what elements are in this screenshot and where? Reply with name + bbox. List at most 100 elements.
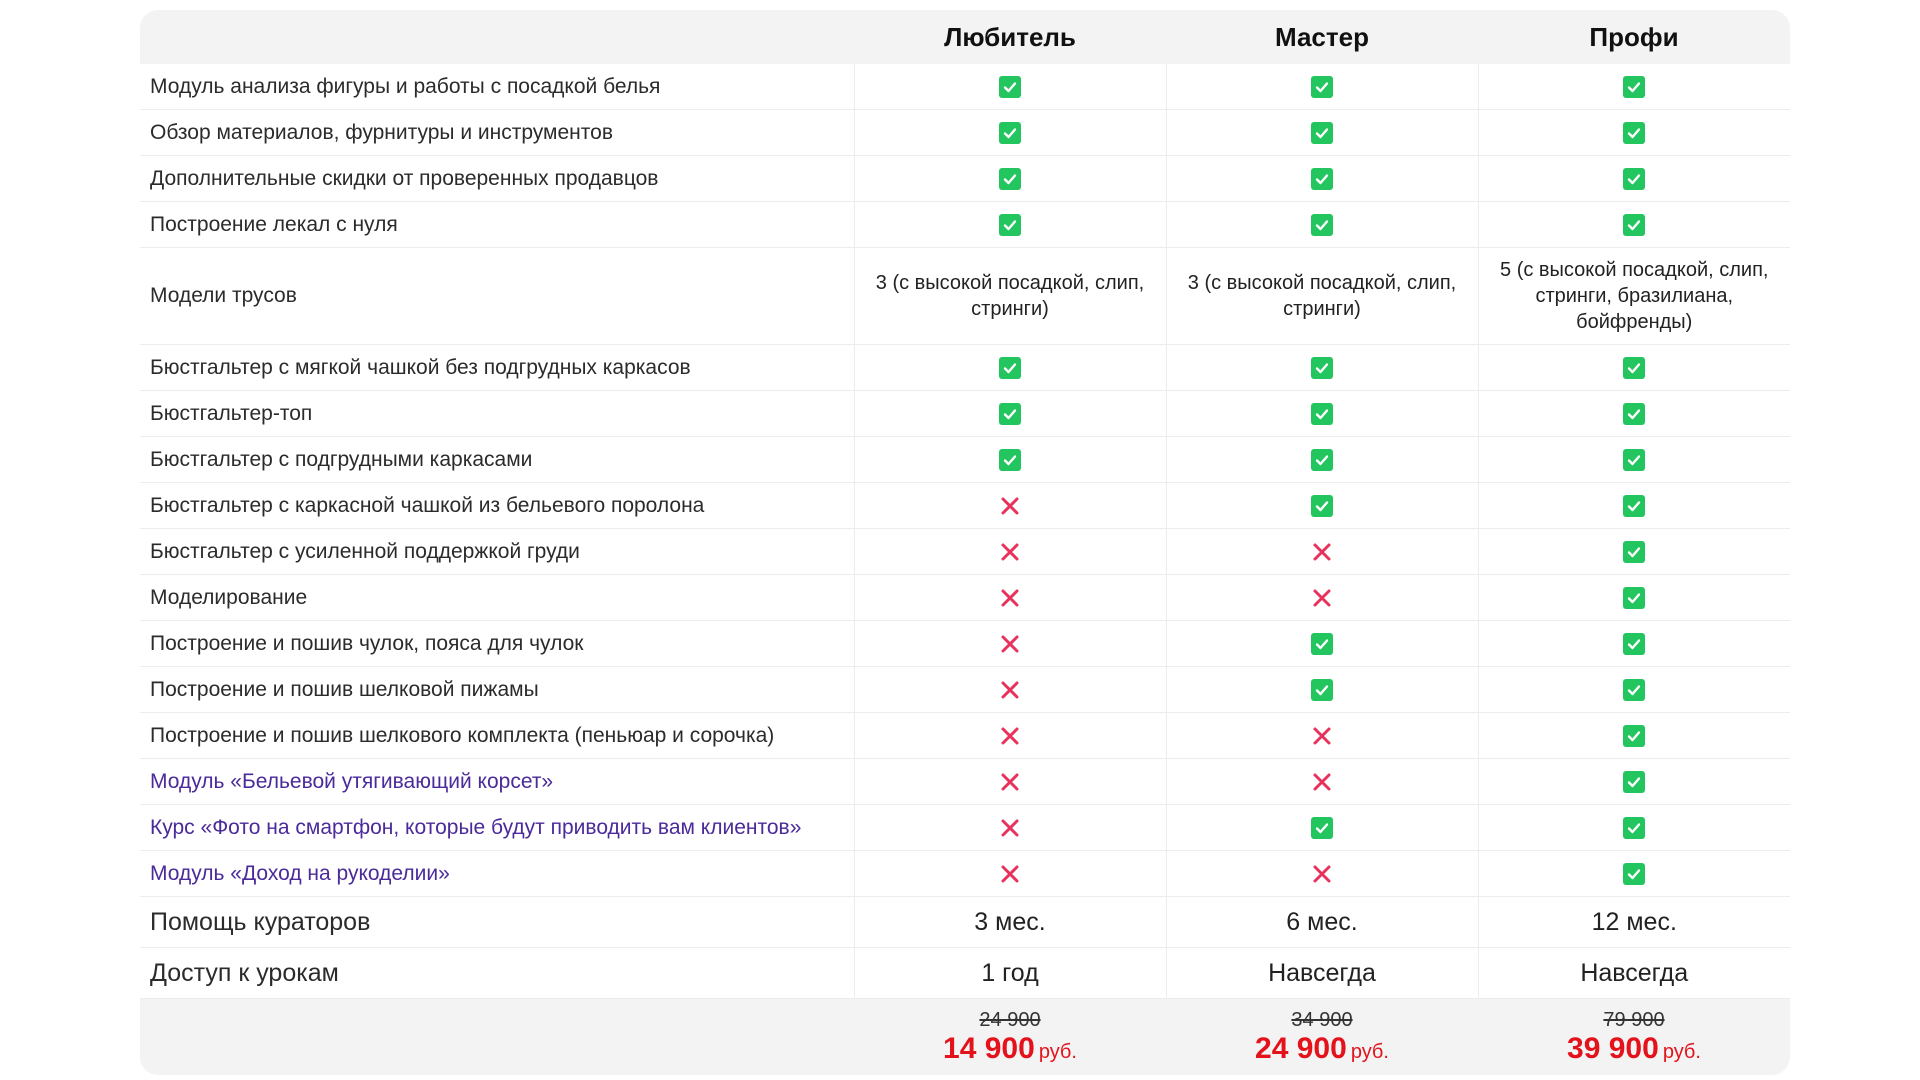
cross-icon bbox=[999, 633, 1021, 655]
cell-pro bbox=[1477, 436, 1790, 483]
check-icon bbox=[1311, 816, 1333, 839]
feature-link[interactable]: Модуль «Доход на рукоделии» bbox=[140, 850, 854, 897]
cell-master bbox=[1165, 850, 1478, 897]
current-price: 24 900 bbox=[1255, 1031, 1347, 1065]
cell-value-amateur: 3 (с высокой посадкой, слип, стринги) bbox=[853, 247, 1166, 345]
feature-label: Бюстгальтер с усиленной поддержкой груди bbox=[140, 528, 854, 575]
cross-icon bbox=[1311, 587, 1333, 609]
feature-label: Построение лекал с нуля bbox=[140, 201, 854, 248]
check-icon bbox=[999, 448, 1021, 471]
cell-pro bbox=[1477, 482, 1790, 529]
plan-header-amateur: Любитель bbox=[854, 10, 1166, 64]
check-icon bbox=[999, 121, 1021, 144]
cell-amateur bbox=[853, 804, 1166, 851]
feature-label: Модели трусов bbox=[140, 247, 854, 345]
cell-amateur bbox=[853, 344, 1166, 391]
table-row: Обзор материалов, фурнитуры и инструмент… bbox=[140, 109, 1790, 156]
old-price: 79 900 bbox=[1603, 1008, 1665, 1031]
cross-icon bbox=[999, 863, 1021, 885]
table-row: Помощь кураторов 3 мес. 6 мес. 12 мес. bbox=[140, 896, 1790, 948]
cell-master bbox=[1165, 574, 1478, 621]
check-icon bbox=[999, 75, 1021, 98]
feature-label: Дополнительные скидки от проверенных про… bbox=[140, 155, 854, 202]
check-icon bbox=[1623, 540, 1646, 563]
feature-link[interactable]: Модуль «Бельевой утягивающий корсет» bbox=[140, 758, 854, 805]
check-icon bbox=[1311, 632, 1333, 655]
cell-master bbox=[1165, 712, 1478, 759]
check-icon bbox=[1623, 770, 1646, 793]
feature-link[interactable]: Курс «Фото на смартфон, которые будут пр… bbox=[140, 804, 854, 851]
table-row: Бюстгальтер с подгрудными каркасами bbox=[140, 436, 1790, 483]
check-icon bbox=[999, 167, 1021, 190]
check-icon bbox=[1623, 448, 1646, 471]
check-icon bbox=[1311, 167, 1333, 190]
cell-amateur bbox=[853, 712, 1166, 759]
check-icon bbox=[1623, 816, 1646, 839]
check-icon bbox=[1623, 213, 1646, 236]
cell-master bbox=[1165, 666, 1478, 713]
cell-amateur bbox=[853, 64, 1166, 110]
check-icon bbox=[1311, 678, 1333, 701]
check-icon bbox=[1623, 862, 1646, 885]
check-icon bbox=[1623, 632, 1646, 655]
cell-master bbox=[1165, 344, 1478, 391]
cross-icon bbox=[999, 725, 1021, 747]
current-price: 39 900 bbox=[1567, 1031, 1659, 1065]
cross-icon bbox=[1311, 541, 1333, 563]
table-row: Бюстгальтер-топ bbox=[140, 390, 1790, 437]
feature-label: Построение и пошив чулок, пояса для чуло… bbox=[140, 620, 854, 667]
cell-pro bbox=[1477, 528, 1790, 575]
cell-pro bbox=[1477, 850, 1790, 897]
check-icon bbox=[1623, 75, 1646, 98]
feature-label: Построение и пошив шелкового комплекта (… bbox=[140, 712, 854, 759]
cell-master bbox=[1165, 758, 1478, 805]
check-icon bbox=[999, 402, 1021, 425]
table-row: Дополнительные скидки от проверенных про… bbox=[140, 155, 1790, 202]
check-icon bbox=[1623, 494, 1646, 517]
cell-pro bbox=[1477, 390, 1790, 437]
price-cell-amateur: 24 900 14 900 руб. bbox=[854, 998, 1166, 1075]
cell-master bbox=[1165, 528, 1478, 575]
price-row-spacer bbox=[140, 998, 854, 1075]
feature-label: Доступ к урокам bbox=[140, 947, 854, 999]
cell-value-master: 3 (с высокой посадкой, слип, стринги) bbox=[1165, 247, 1478, 345]
cell-value-amateur: 1 год bbox=[853, 947, 1166, 999]
cell-amateur bbox=[853, 758, 1166, 805]
table-row: Построение и пошив шелкового комплекта (… bbox=[140, 712, 1790, 759]
cell-pro bbox=[1477, 64, 1790, 110]
cell-pro bbox=[1477, 666, 1790, 713]
plan-header-master: Мастер bbox=[1166, 10, 1478, 64]
table-row: Модуль «Бельевой утягивающий корсет» bbox=[140, 758, 1790, 805]
cell-amateur bbox=[853, 155, 1166, 202]
old-price: 34 900 bbox=[1291, 1008, 1353, 1031]
cell-pro bbox=[1477, 344, 1790, 391]
cell-pro bbox=[1477, 804, 1790, 851]
check-icon bbox=[1623, 724, 1646, 747]
price-cell-master: 34 900 24 900 руб. bbox=[1166, 998, 1478, 1075]
cell-master bbox=[1165, 109, 1478, 156]
table-row: Модуль «Доход на рукоделии» bbox=[140, 850, 1790, 897]
cross-icon bbox=[1311, 725, 1333, 747]
old-price: 24 900 bbox=[979, 1008, 1041, 1031]
cross-icon bbox=[1311, 863, 1333, 885]
check-icon bbox=[1311, 448, 1333, 471]
cell-master bbox=[1165, 390, 1478, 437]
cell-pro bbox=[1477, 109, 1790, 156]
cell-master bbox=[1165, 155, 1478, 202]
cell-value-pro: 5 (с высокой посадкой, слип, стринги, бр… bbox=[1477, 247, 1790, 345]
currency-label: руб. bbox=[1038, 1040, 1077, 1063]
feature-column-header bbox=[140, 10, 854, 64]
check-icon bbox=[1623, 678, 1646, 701]
cell-pro bbox=[1477, 620, 1790, 667]
cell-master bbox=[1165, 436, 1478, 483]
check-icon bbox=[1311, 494, 1333, 517]
cell-value-amateur: 3 мес. bbox=[853, 896, 1166, 948]
cross-icon bbox=[1311, 771, 1333, 793]
cell-value-master: Навсегда bbox=[1165, 947, 1478, 999]
cell-amateur bbox=[853, 436, 1166, 483]
current-price: 14 900 bbox=[943, 1031, 1035, 1065]
cross-icon bbox=[999, 817, 1021, 839]
price-row: 24 900 14 900 руб. 34 900 24 900 руб. 79 9… bbox=[140, 998, 1790, 1075]
cell-pro bbox=[1477, 201, 1790, 248]
check-icon bbox=[1311, 402, 1333, 425]
